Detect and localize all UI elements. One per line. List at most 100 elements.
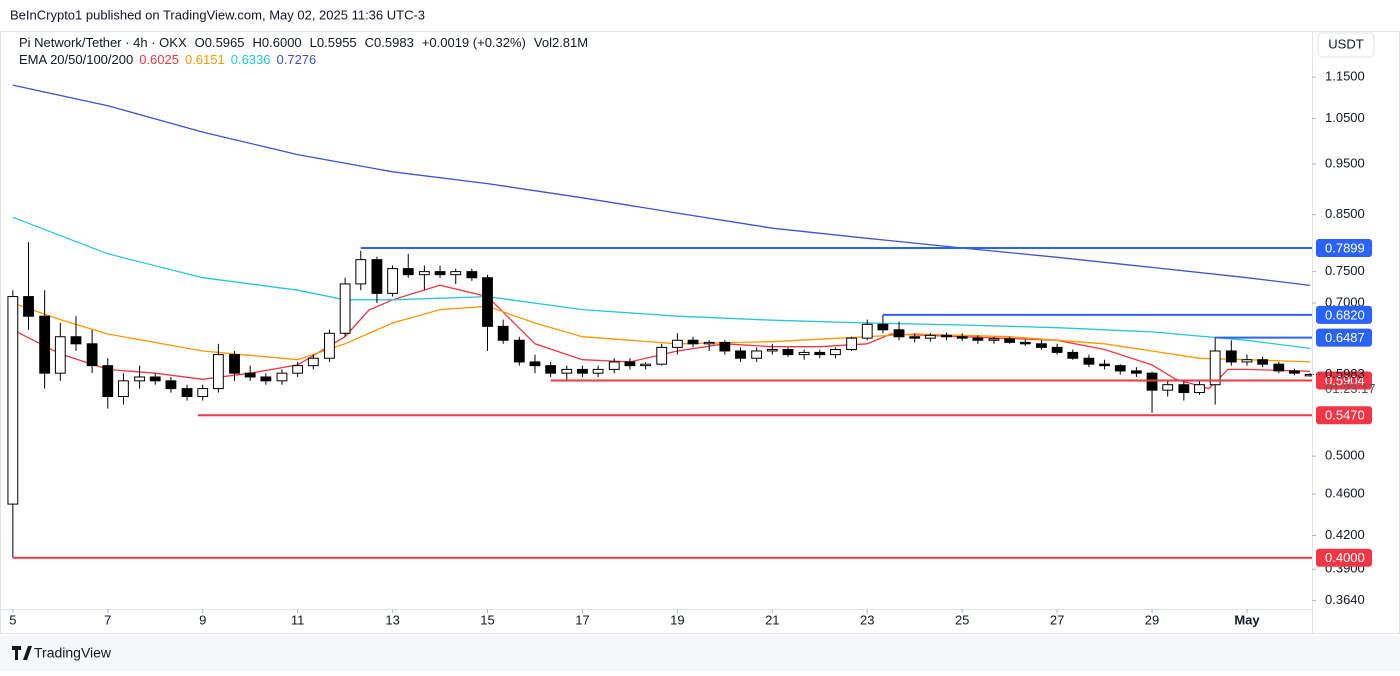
candle-body: [1209, 350, 1221, 386]
level-tag: [1316, 371, 1372, 390]
candle-body: [1241, 359, 1253, 363]
candle-body: [1099, 363, 1110, 367]
candle-body: [861, 323, 873, 339]
x-tick-label: 23: [860, 612, 874, 627]
candle-body: [212, 354, 224, 390]
symbol: Pi Network/Tether · 4h · OKX: [19, 35, 187, 50]
legend-line: EMA 20/50/100/200 0.6025 0.6151 0.6336 0.727…: [19, 52, 316, 67]
candle-body: [1257, 359, 1269, 365]
candle-body: [402, 268, 414, 276]
published-note: BeInCrypto1 published on TradingView.com…: [10, 7, 425, 22]
x-tick-label: 11: [291, 612, 305, 627]
indicator: EMA 20/50/100/200: [19, 52, 133, 67]
candle-body: [482, 277, 493, 327]
stat: Vol2.81M: [534, 35, 588, 50]
candle-body: [118, 380, 129, 398]
candle-body: [466, 271, 478, 279]
x-tick-label: 15: [480, 612, 494, 627]
level-tag: [1316, 239, 1372, 258]
x-tick-label: May: [1234, 612, 1260, 627]
candle-body: [751, 350, 763, 359]
plot-area: [7, 84, 1312, 558]
candle-body: [972, 337, 984, 341]
candle-body: [324, 332, 335, 359]
candle-body: [149, 376, 161, 382]
last-price-label: 0.5983: [1325, 366, 1365, 381]
currency-label[interactable]: USDT: [1328, 36, 1363, 51]
level-label: 0.6820: [1325, 307, 1365, 322]
legend-line: Pi Network/Tether · 4h · OKX O0.5965 H0.60…: [19, 35, 588, 50]
currency-button[interactable]: [1317, 32, 1375, 58]
y-tick-label: 0.4600: [1325, 486, 1365, 501]
x-tick-label: 29: [1145, 612, 1159, 627]
candle-body: [1019, 341, 1031, 345]
candle-body: [229, 354, 240, 374]
level-tag: [1316, 305, 1372, 324]
candle-body: [292, 365, 304, 374]
candle-body: [656, 346, 668, 365]
level-label: 0.7899: [1325, 240, 1365, 255]
candle-body: [1146, 372, 1158, 391]
candle-body: [1114, 365, 1126, 372]
y-tick-label: 0.9500: [1325, 155, 1365, 170]
candle-body: [260, 376, 272, 382]
candle-body: [244, 372, 256, 378]
ema-line: [12, 216, 1311, 350]
footer-bar: [0, 636, 1400, 671]
candle-body: [102, 365, 114, 398]
candle-body: [1162, 384, 1174, 391]
candle-body: [371, 259, 383, 294]
x-tick-label: 27: [1050, 612, 1064, 627]
candle-body: [735, 350, 746, 359]
candle-body: [1083, 357, 1095, 365]
candle-body: [703, 341, 715, 345]
candle-body: [846, 337, 857, 351]
candle-body: [181, 388, 193, 398]
stat: C0.5983: [365, 35, 414, 50]
candle-body: [1304, 373, 1312, 377]
candle-body: [434, 271, 446, 276]
candle-body: [497, 325, 509, 341]
candle-body: [640, 363, 651, 367]
candle-body: [86, 343, 98, 367]
logo-shape: [12, 646, 32, 660]
candle-body: [197, 388, 209, 398]
stat: L0.5955: [310, 35, 357, 50]
candle-body: [307, 357, 319, 367]
y-tick-label: 1.0500: [1325, 110, 1365, 125]
y-tick-label: 0.4200: [1325, 527, 1365, 542]
ema-value: 0.6025: [139, 52, 179, 67]
ema-value: 0.7276: [277, 52, 317, 67]
candle-body: [577, 368, 588, 374]
candle-body: [1051, 346, 1063, 353]
candle-body: [830, 349, 841, 356]
x-tick-label: 21: [765, 612, 779, 627]
candle-body: [1130, 370, 1142, 374]
stat: H0.6000: [253, 35, 302, 50]
candle-body: [877, 323, 889, 331]
ema-line: [12, 84, 1311, 287]
candle-body: [513, 339, 525, 363]
candle-body: [1194, 384, 1205, 394]
level-tag: [1316, 406, 1372, 425]
candle-body: [1004, 338, 1016, 343]
level-tag: [1316, 328, 1372, 347]
y-tick-label: 0.7000: [1325, 294, 1365, 309]
candle-body: [1178, 384, 1190, 394]
y-tick-label: 0.7500: [1325, 263, 1365, 278]
level-tag: [1316, 548, 1372, 567]
x-tick-label: 19: [670, 612, 684, 627]
candle-body: [387, 268, 398, 294]
x-tick-label: 7: [104, 612, 111, 627]
candle-body: [54, 336, 66, 374]
candle-body: [924, 334, 936, 339]
candle-body: [1273, 363, 1285, 372]
level-label: 0.4000: [1325, 550, 1365, 565]
candle-body: [561, 368, 573, 374]
candle-body: [814, 351, 826, 356]
level-label: 0.5904: [1325, 373, 1365, 388]
candle-body: [7, 296, 19, 505]
level-label: 0.5470: [1325, 408, 1365, 423]
stat: +0.0019 (+0.32%): [422, 35, 526, 50]
